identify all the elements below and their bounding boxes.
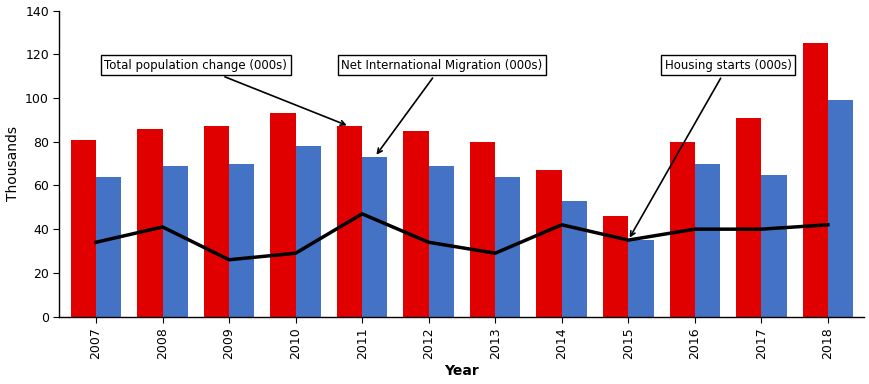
Bar (70, 139, 96, 316)
Text: Housing starts (000s): Housing starts (000s) (630, 59, 791, 236)
Text: Net International Migration (000s): Net International Migration (000s) (341, 59, 542, 153)
Bar (602, 216, 627, 316)
Bar (469, 142, 494, 316)
Bar (494, 177, 520, 316)
Bar (229, 164, 254, 316)
Bar (627, 240, 653, 316)
Bar (270, 113, 295, 316)
Bar (827, 100, 852, 316)
Bar (561, 201, 587, 316)
Bar (536, 170, 561, 316)
Bar (403, 131, 428, 316)
Bar (735, 118, 760, 316)
Bar (669, 142, 694, 316)
Bar (137, 129, 163, 316)
Bar (336, 126, 362, 316)
Y-axis label: Thousands: Thousands (5, 126, 19, 201)
Text: Total population change (000s): Total population change (000s) (104, 59, 345, 125)
Bar (163, 166, 188, 316)
Bar (428, 166, 454, 316)
Bar (760, 174, 786, 316)
X-axis label: Year: Year (444, 364, 479, 379)
Bar (362, 157, 387, 316)
Bar (694, 164, 720, 316)
Bar (801, 43, 827, 316)
Bar (295, 146, 321, 316)
Bar (203, 126, 229, 316)
Bar (96, 177, 121, 316)
